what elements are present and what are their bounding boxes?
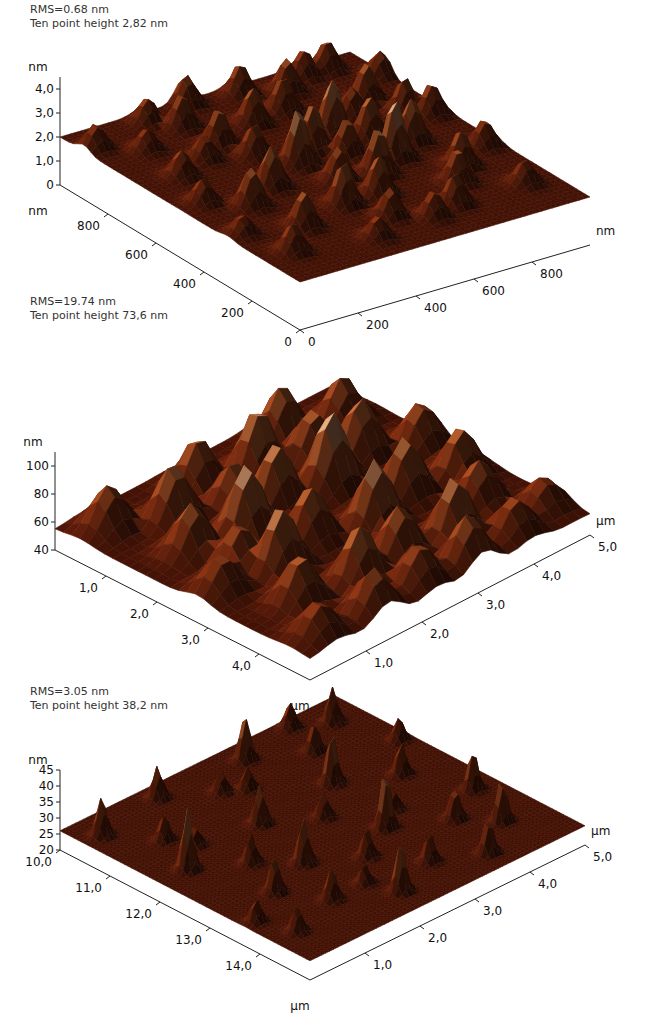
svg-text:100: 100 — [26, 459, 49, 473]
svg-text:RMS=19.74 nm: RMS=19.74 nm — [30, 295, 116, 308]
svg-text:µm: µm — [596, 514, 615, 528]
svg-text:1,0: 1,0 — [373, 958, 392, 972]
svg-text:0: 0 — [46, 178, 54, 192]
svg-text:5,0: 5,0 — [598, 540, 617, 554]
svg-text:nm: nm — [28, 753, 47, 767]
svg-text:0: 0 — [308, 335, 316, 349]
svg-text:400: 400 — [173, 277, 196, 291]
svg-text:RMS=3.05 nm: RMS=3.05 nm — [30, 685, 109, 698]
svg-text:3,0: 3,0 — [181, 633, 200, 647]
svg-text:nm: nm — [596, 224, 615, 238]
svg-text:4,0: 4,0 — [538, 877, 557, 891]
svg-text:4,0: 4,0 — [232, 659, 251, 673]
svg-text:nm: nm — [28, 204, 47, 218]
svg-text:µm: µm — [290, 999, 309, 1013]
svg-text:45: 45 — [38, 763, 54, 777]
svg-text:10,0: 10,0 — [25, 855, 52, 869]
svg-text:60: 60 — [34, 515, 49, 529]
svg-text:20: 20 — [39, 843, 54, 857]
svg-text:600: 600 — [482, 284, 505, 298]
svg-text:2,0: 2,0 — [35, 130, 54, 144]
svg-text:400: 400 — [424, 301, 447, 315]
svg-text:1,0: 1,0 — [35, 154, 54, 168]
svg-text:nm: nm — [23, 435, 42, 449]
svg-text:12,0: 12,0 — [125, 907, 152, 921]
svg-text:13,0: 13,0 — [175, 933, 202, 947]
svg-text:14,0: 14,0 — [225, 959, 252, 973]
svg-text:600: 600 — [125, 248, 148, 262]
svg-text:40: 40 — [39, 779, 54, 793]
svg-text:80: 80 — [34, 487, 49, 501]
svg-text:5,0: 5,0 — [593, 850, 612, 864]
svg-text:Ten point height 38,2 nm: Ten point height 38,2 nm — [29, 699, 168, 712]
svg-text:800: 800 — [77, 219, 100, 233]
svg-text:3,0: 3,0 — [486, 598, 505, 612]
svg-text:nm: nm — [28, 60, 47, 74]
svg-text:1,0: 1,0 — [79, 581, 98, 595]
svg-text:3,0: 3,0 — [483, 904, 502, 918]
svg-text:0: 0 — [284, 335, 292, 349]
svg-text:200: 200 — [366, 318, 389, 332]
svg-text:µm: µm — [591, 824, 610, 838]
svg-text:2,0: 2,0 — [430, 627, 449, 641]
svg-text:2,0: 2,0 — [428, 931, 447, 945]
svg-text:2,0: 2,0 — [130, 607, 149, 621]
svg-text:1,0: 1,0 — [374, 656, 393, 670]
svg-text:25: 25 — [39, 827, 54, 841]
svg-text:11,0: 11,0 — [75, 881, 102, 895]
svg-text:4,0: 4,0 — [35, 82, 54, 96]
svg-text:800: 800 — [540, 267, 563, 281]
svg-text:Ten point height 2,82 nm: Ten point height 2,82 nm — [29, 17, 168, 30]
svg-text:40: 40 — [34, 543, 49, 557]
svg-text:µm: µm — [290, 699, 310, 713]
svg-text:RMS=0.68 nm: RMS=0.68 nm — [30, 3, 109, 16]
svg-text:30: 30 — [39, 811, 54, 825]
svg-text:200: 200 — [221, 306, 244, 320]
svg-text:Ten point height 73,6 nm: Ten point height 73,6 nm — [29, 309, 168, 322]
svg-text:4,0: 4,0 — [542, 569, 561, 583]
svg-text:3,0: 3,0 — [35, 106, 54, 120]
svg-text:35: 35 — [39, 795, 54, 809]
